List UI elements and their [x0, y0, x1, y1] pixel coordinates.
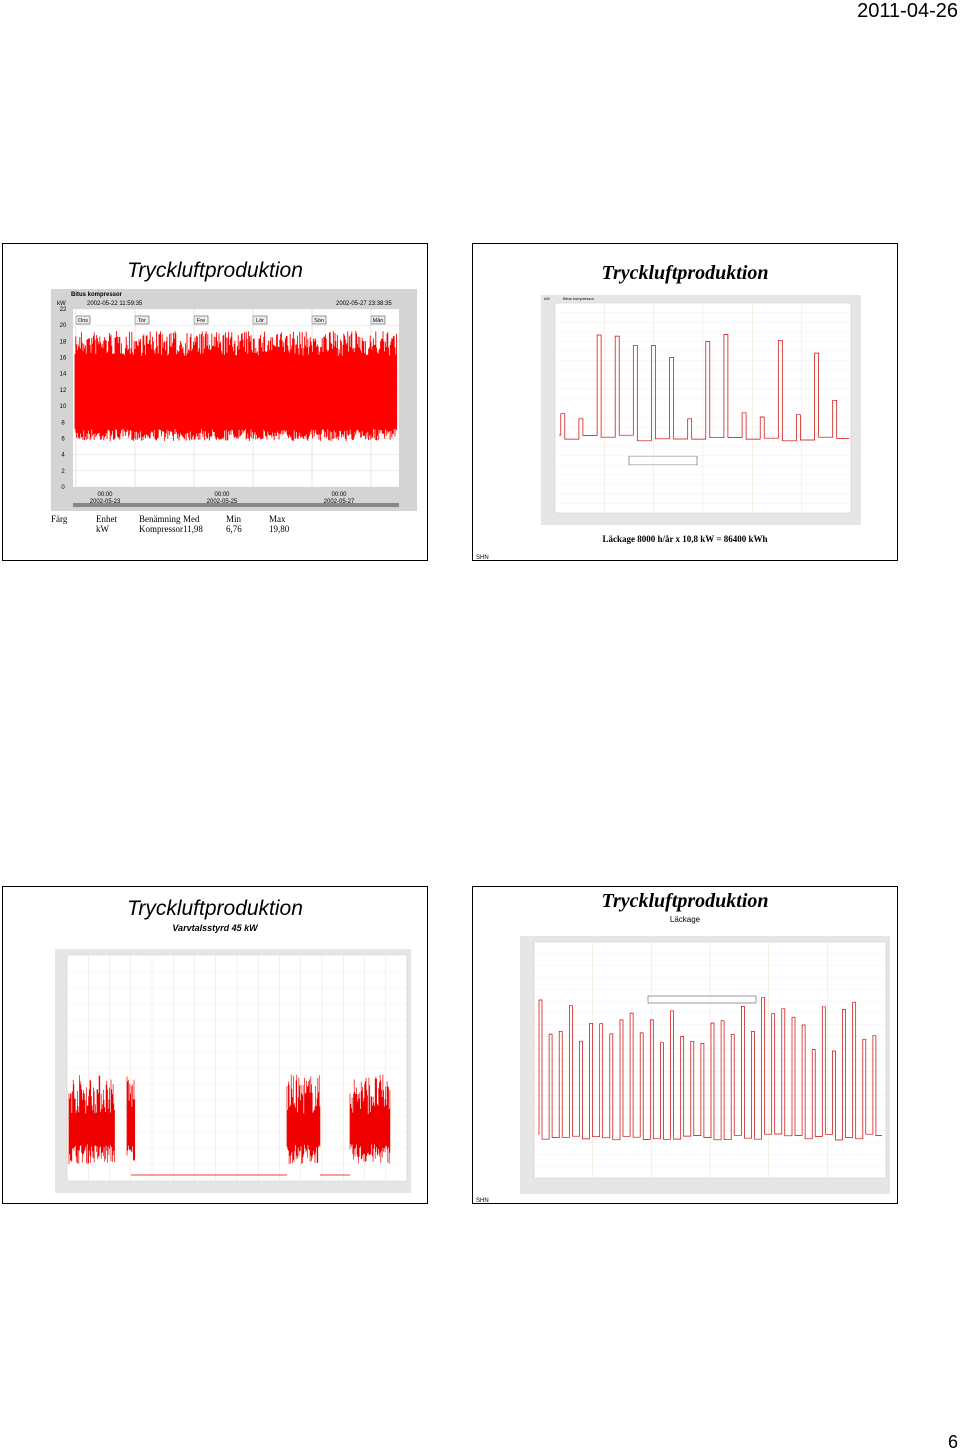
- chart: kW Bitus kompressor: [541, 295, 861, 525]
- date: 2011-04-26: [857, 0, 958, 22]
- slide: Tryckluftproduktion Bitus kompressor kW …: [2, 243, 428, 561]
- y-tick-label: 8: [61, 420, 65, 426]
- chart-name: Bitus kompressor: [71, 292, 123, 298]
- signal: [538, 997, 882, 1141]
- slide: Tryckluftproduktion Varvtalsstyrd 45 kW: [2, 886, 428, 1204]
- slide-title: Tryckluftproduktion: [127, 897, 303, 920]
- day-label: Sön: [314, 318, 324, 324]
- slide-title: Tryckluftproduktion: [601, 890, 769, 912]
- x-tick-date: 2002-05-25: [207, 499, 238, 505]
- annotation-box: [647, 995, 757, 1004]
- footer: SHN: [476, 555, 489, 561]
- x-tick-time: 00:00: [97, 492, 113, 498]
- y-tick-label: 0: [61, 485, 65, 491]
- slide-subtitle: Varvtalsstyrd 45 kW: [172, 923, 258, 933]
- y-tick-label: 12: [60, 388, 67, 394]
- y-tick-label: 18: [60, 339, 67, 345]
- y-tick-label: 14: [60, 372, 67, 378]
- slide-title: Tryckluftproduktion: [127, 259, 303, 282]
- table-header: Färg: [51, 514, 68, 524]
- slide-subtitle: Läckage: [669, 915, 701, 924]
- table-header: Enhet: [96, 514, 117, 524]
- slide: Tryckluftproduktion kW Bitus kompressor …: [472, 243, 898, 561]
- annotation-box: [628, 455, 698, 466]
- table-header: Min: [226, 514, 242, 524]
- slide: Tryckluftproduktion Läckage SHN: [472, 886, 898, 1204]
- caption: Läckage 8000 h/år x 10,8 kW = 86400 kWh: [602, 534, 768, 544]
- unit: kW: [544, 296, 550, 301]
- summary-table: Färg Enhet Benämning Med Min Max kW Kompressor…: [51, 514, 312, 534]
- table-header: Med: [183, 514, 200, 524]
- end: 2002-05-27 23:38:35: [336, 301, 392, 307]
- y-tick-label: 10: [60, 404, 67, 410]
- slide-title: Tryckluftproduktion: [601, 262, 769, 284]
- chart-name: Bitus kompressor: [563, 296, 595, 301]
- x-tick-date: 2002-05-23: [90, 499, 121, 505]
- x-tick-time: 00:00: [331, 492, 347, 498]
- day-label: Mån: [373, 317, 384, 324]
- signal: [74, 331, 398, 441]
- day-label: Lör: [256, 318, 264, 324]
- day-label: Tor: [138, 318, 146, 324]
- footer: SHN: [476, 1198, 489, 1204]
- table-header: Benämning: [139, 514, 181, 524]
- signal: [68, 1074, 391, 1176]
- y-tick-label: 16: [60, 356, 67, 362]
- start: 2002-05-22 11:59:35: [87, 301, 143, 307]
- y-tick-label: 6: [61, 436, 65, 442]
- unit: kW: [57, 301, 66, 307]
- y-tick-label: 22: [60, 307, 67, 313]
- chart: [520, 936, 890, 1194]
- table-cell: 11,98: [183, 524, 203, 534]
- table-header: Max: [269, 514, 286, 524]
- day-label: Ons: [78, 318, 88, 324]
- signal: [559, 334, 849, 442]
- x-tick-date: 2002-05-27: [324, 499, 355, 505]
- chart: [55, 949, 411, 1193]
- y-tick-label: 2: [61, 469, 65, 475]
- y-tick-label: 20: [60, 323, 67, 329]
- x-tick-time: 00:00: [214, 492, 230, 498]
- table-cell: 19,80: [269, 524, 290, 534]
- table-cell: 6,76: [226, 524, 242, 534]
- table-cell: Kompressor: [139, 524, 183, 534]
- day-label: Fre: [197, 318, 205, 324]
- y-tick-label: 4: [61, 453, 65, 459]
- chart: Bitus kompressor kW 2002-05-22 11:59:35 …: [51, 289, 417, 511]
- scrollbar: [73, 503, 399, 507]
- page-number: 6: [947, 1432, 958, 1452]
- table-cell: kW: [96, 524, 109, 534]
